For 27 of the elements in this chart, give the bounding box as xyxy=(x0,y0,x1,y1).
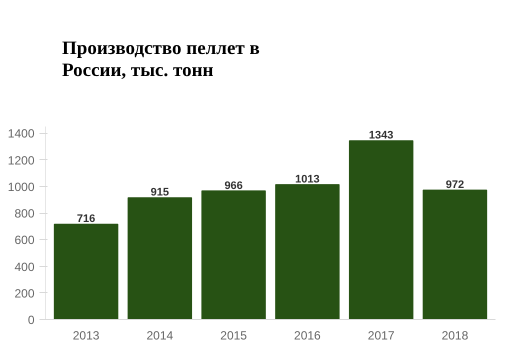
y-tick-label: 200 xyxy=(14,286,35,300)
y-tick-label: 800 xyxy=(14,206,35,221)
y-tick-label: 0 xyxy=(28,313,35,327)
y-tick-label: 1000 xyxy=(8,180,35,194)
y-tick-label: 400 xyxy=(14,260,35,274)
x-tick-label: 2013 xyxy=(72,328,100,342)
bar xyxy=(128,197,192,320)
bar xyxy=(348,140,414,320)
data-label: 716 xyxy=(76,213,96,226)
chart-title: Производство пеллет в России, тыс. тонн xyxy=(62,38,261,82)
data-label: 972 xyxy=(446,179,464,192)
x-tick-label: 2016 xyxy=(294,328,322,342)
bar xyxy=(201,190,266,320)
data-label: 1343 xyxy=(368,130,394,142)
data-label: 915 xyxy=(150,186,170,199)
x-tick-label: 2018 xyxy=(442,328,469,342)
bar xyxy=(54,224,118,320)
x-tick-label: 2015 xyxy=(220,328,248,342)
y-tick-label: 1400 xyxy=(8,126,35,141)
bar xyxy=(422,190,488,320)
y-tick-label: 600 xyxy=(14,233,35,248)
data-label: 1013 xyxy=(295,174,320,186)
bar xyxy=(275,184,340,320)
y-tick-label: 1200 xyxy=(8,153,35,168)
data-label: 966 xyxy=(224,180,243,192)
x-tick-label: 2014 xyxy=(146,328,174,342)
x-tick-label: 2017 xyxy=(368,328,395,342)
